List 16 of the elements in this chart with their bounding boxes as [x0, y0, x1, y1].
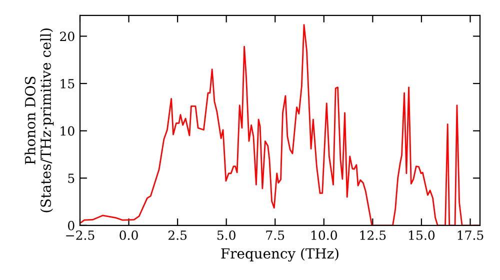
x-tick-label: 0.0	[120, 230, 138, 240]
y-tick-label: 20	[60, 32, 74, 42]
y-tick-label: 10	[60, 126, 74, 136]
y-tick-label: 0	[68, 220, 74, 230]
x-tick-label: 12.5	[360, 230, 386, 240]
x-tick-label: 7.5	[266, 230, 284, 240]
y-axis-title: Phonon DOS (States/THz·primitive cell)	[24, 28, 54, 212]
x-tick-label: 5.0	[217, 230, 236, 240]
x-tick-label: 15.0	[409, 230, 435, 240]
x-tick-label: 2.5	[168, 230, 187, 240]
y-tick-label: 15	[60, 78, 74, 88]
y-tick-label: 5	[68, 174, 74, 184]
x-tick-label: −2.5	[66, 230, 94, 240]
x-tick-label: 17.5	[458, 230, 484, 240]
x-axis-title: Frequency (THz)	[221, 248, 338, 262]
x-tick-label: 10.0	[312, 230, 337, 240]
